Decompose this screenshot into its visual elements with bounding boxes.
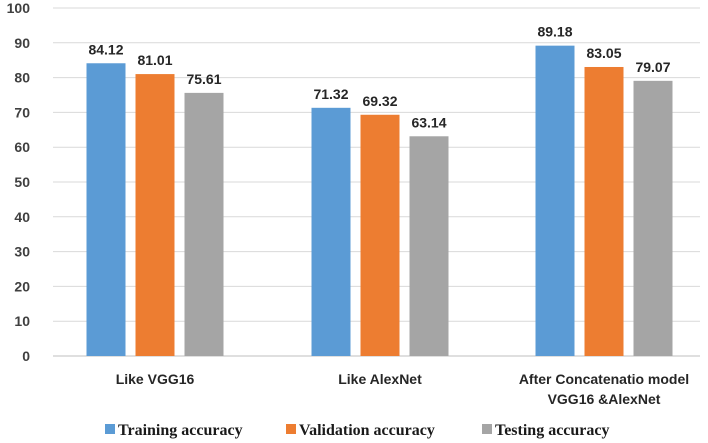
bar-training-accuracy bbox=[86, 63, 126, 357]
y-tick-label: 50 bbox=[14, 174, 30, 190]
data-label: 89.18 bbox=[537, 24, 572, 40]
legend-swatch bbox=[482, 424, 492, 434]
y-tick-label: 100 bbox=[7, 0, 31, 16]
legend-label: Validation accuracy bbox=[299, 422, 435, 439]
y-tick-label: 70 bbox=[14, 104, 30, 120]
data-label: 83.05 bbox=[586, 45, 621, 61]
x-axis-categories: Like VGG16 Like AlexNet After Concatenatio… bbox=[116, 371, 689, 407]
bar-testing-accuracy bbox=[184, 92, 224, 356]
legend: Training accuracy Validation accuracy Test… bbox=[105, 422, 610, 439]
legend-swatch bbox=[286, 424, 296, 434]
legend-label: Testing accuracy bbox=[495, 422, 610, 439]
data-label: 75.61 bbox=[186, 71, 221, 87]
x-category-label: Like VGG16 bbox=[116, 371, 195, 387]
data-label: 79.07 bbox=[635, 59, 670, 75]
bars bbox=[86, 45, 673, 357]
data-label: 84.12 bbox=[88, 41, 123, 57]
x-category-label: After Concatenatio model bbox=[519, 371, 689, 387]
y-tick-label: 40 bbox=[14, 209, 30, 225]
y-tick-label: 60 bbox=[14, 139, 30, 155]
legend-swatch bbox=[105, 424, 115, 434]
y-tick-label: 0 bbox=[22, 348, 30, 364]
bar-validation-accuracy bbox=[360, 114, 400, 356]
bar-testing-accuracy bbox=[633, 80, 673, 357]
data-labels: 84.12 71.32 89.18 81.01 69.32 83.05 75.61 63.14… bbox=[88, 24, 670, 131]
bar-training-accuracy bbox=[535, 45, 575, 357]
legend-label: Training accuracy bbox=[118, 422, 243, 439]
y-axis-ticks: 0 10 20 30 40 50 60 70 80 90 100 bbox=[7, 0, 31, 364]
data-label: 81.01 bbox=[137, 52, 172, 68]
data-label: 71.32 bbox=[313, 86, 348, 102]
y-tick-label: 90 bbox=[14, 35, 30, 51]
y-tick-label: 30 bbox=[14, 244, 30, 260]
data-label: 69.32 bbox=[362, 93, 397, 109]
y-tick-label: 80 bbox=[14, 70, 30, 86]
y-tick-label: 10 bbox=[14, 313, 30, 329]
bar-validation-accuracy bbox=[135, 74, 175, 356]
y-tick-label: 20 bbox=[14, 278, 30, 294]
data-label: 63.14 bbox=[411, 114, 446, 130]
x-category-label: VGG16 &AlexNet bbox=[548, 391, 661, 407]
bar-training-accuracy bbox=[311, 107, 351, 356]
bar-testing-accuracy bbox=[409, 136, 449, 356]
x-category-label: Like AlexNet bbox=[338, 371, 422, 387]
bar-validation-accuracy bbox=[584, 66, 624, 357]
